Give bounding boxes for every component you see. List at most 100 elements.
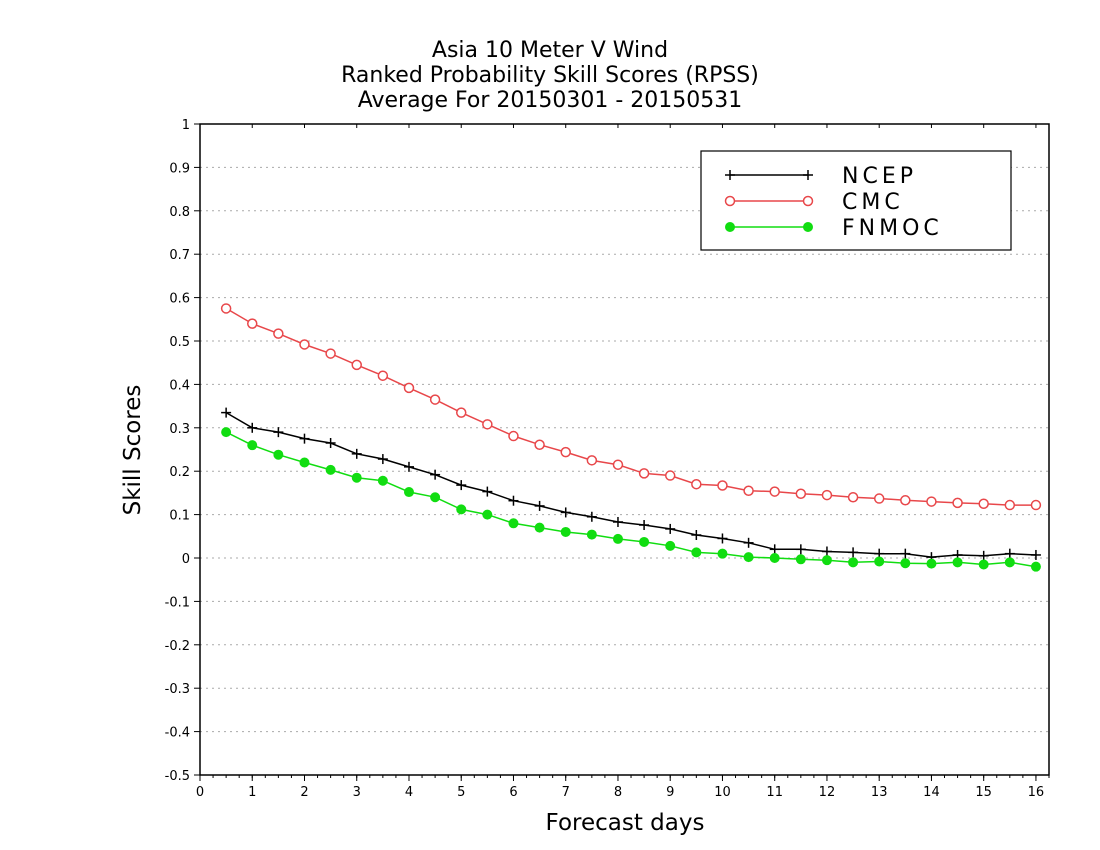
x-tick-label: 7: [562, 785, 570, 800]
data-point-cmc: [952, 497, 963, 509]
legend-marker-ncep: [725, 170, 735, 180]
data-point-ncep: [717, 533, 728, 544]
legend-label-ncep: NCEP: [842, 164, 917, 189]
data-point-fnmoc: [874, 556, 885, 567]
data-point-fnmoc: [926, 558, 937, 569]
data-point-ncep: [299, 433, 310, 444]
data-point-fnmoc: [456, 504, 467, 515]
data-point-fnmoc: [299, 457, 310, 468]
data-point-cmc: [377, 370, 389, 381]
data-point-ncep: [1004, 548, 1015, 559]
data-point-cmc: [534, 439, 545, 450]
data-point-fnmoc: [273, 449, 284, 460]
legend-marker-fnmoc: [803, 222, 813, 232]
plot-frame: [199, 123, 1050, 776]
data-point-cmc: [821, 489, 833, 501]
data-point-cmc: [847, 491, 859, 503]
y-tick-label: 0.9: [169, 161, 190, 176]
data-point-fnmoc: [665, 540, 676, 551]
y-tick-label: 0: [182, 552, 190, 567]
y-tick-label: 0.2: [169, 465, 190, 480]
data-point-cmc: [978, 498, 989, 509]
data-point-fnmoc: [769, 553, 780, 563]
x-tick-label: 10: [714, 785, 731, 800]
data-point-cmc: [299, 339, 310, 350]
x-tick-label: 0: [196, 785, 204, 800]
data-point-fnmoc: [560, 526, 571, 537]
y-tick-label: -0.2: [165, 639, 190, 654]
legend-marker-cmc: [724, 195, 736, 207]
x-tick-label: 16: [1028, 785, 1045, 800]
data-point-cmc: [508, 430, 519, 442]
y-tick-label: -0.3: [165, 682, 190, 697]
data-point-ncep: [691, 529, 702, 540]
chart-title-line-3: Average For 20150301 - 20150531: [357, 88, 743, 113]
data-point-cmc: [482, 419, 493, 430]
data-point-fnmoc: [586, 529, 597, 540]
y-tick-label: 0.5: [169, 335, 190, 350]
y-tick-label: 0.1: [169, 509, 190, 524]
data-point-cmc: [900, 495, 911, 506]
data-point-ncep: [508, 495, 519, 506]
data-point-ncep: [821, 546, 832, 557]
data-point-cmc: [246, 318, 258, 329]
data-point-fnmoc: [978, 559, 989, 570]
data-point-cmc: [743, 485, 754, 496]
data-point-fnmoc: [351, 472, 362, 483]
y-tick-label: 0.7: [169, 248, 190, 263]
x-axis-title: Forecast days: [545, 810, 705, 836]
series-line-ncep: [225, 411, 1036, 558]
data-point-cmc: [273, 328, 284, 339]
data-point-cmc: [795, 488, 807, 500]
data-point-fnmoc: [377, 475, 388, 486]
data-point-ncep: [377, 454, 388, 465]
data-point-ncep: [351, 448, 362, 459]
data-point-ncep: [273, 427, 284, 438]
x-tick-label: 8: [614, 785, 622, 800]
data-point-fnmoc: [1030, 561, 1041, 572]
data-point-ncep: [743, 537, 754, 548]
data-point-cmc: [429, 394, 441, 405]
y-tick-label: -0.5: [165, 769, 190, 784]
data-point-cmc: [220, 303, 232, 314]
series-line-fnmoc: [225, 431, 1037, 568]
data-point-cmc: [691, 478, 702, 490]
data-point-cmc: [664, 470, 676, 481]
data-point-cmc: [403, 382, 415, 394]
data-point-ncep: [247, 422, 258, 433]
data-point-ncep: [665, 523, 676, 534]
data-point-fnmoc: [247, 440, 258, 451]
data-point-cmc: [1004, 499, 1016, 511]
y-tick-label: 0.6: [169, 292, 190, 307]
data-point-cmc: [926, 496, 937, 507]
legend-label-cmc: CMC: [842, 190, 904, 215]
series-fnmoc: [221, 427, 1041, 572]
y-tick-label: 0.3: [169, 422, 190, 437]
data-point-fnmoc: [403, 487, 414, 498]
data-point-ncep: [769, 544, 780, 555]
data-point-ncep: [221, 407, 232, 418]
data-point-ncep: [534, 500, 545, 511]
legend-marker-ncep: [803, 170, 813, 180]
data-point-ncep: [456, 480, 467, 491]
x-tick-label: 15: [975, 785, 992, 800]
data-point-cmc: [455, 407, 467, 418]
legend-marker-cmc: [802, 195, 814, 207]
data-point-fnmoc: [430, 492, 441, 503]
data-point-fnmoc: [1004, 557, 1015, 568]
x-tick-label: 5: [457, 785, 465, 800]
x-tick-label: 11: [766, 785, 783, 800]
data-point-ncep: [1030, 549, 1041, 560]
series-layer: [220, 303, 1042, 572]
x-tick-label: 14: [923, 785, 940, 800]
data-point-cmc: [717, 480, 728, 491]
x-tick-label: 1: [248, 785, 256, 800]
data-point-ncep: [900, 548, 911, 559]
y-tick-label: 0.8: [169, 205, 190, 220]
chart-title-line-1: Asia 10 Meter V Wind: [431, 38, 669, 63]
y-axis-title: Skill Scores: [120, 384, 146, 516]
data-point-cmc: [560, 446, 571, 458]
data-point-cmc: [351, 359, 362, 371]
x-tick-label: 12: [819, 785, 836, 800]
data-point-ncep: [586, 511, 597, 522]
